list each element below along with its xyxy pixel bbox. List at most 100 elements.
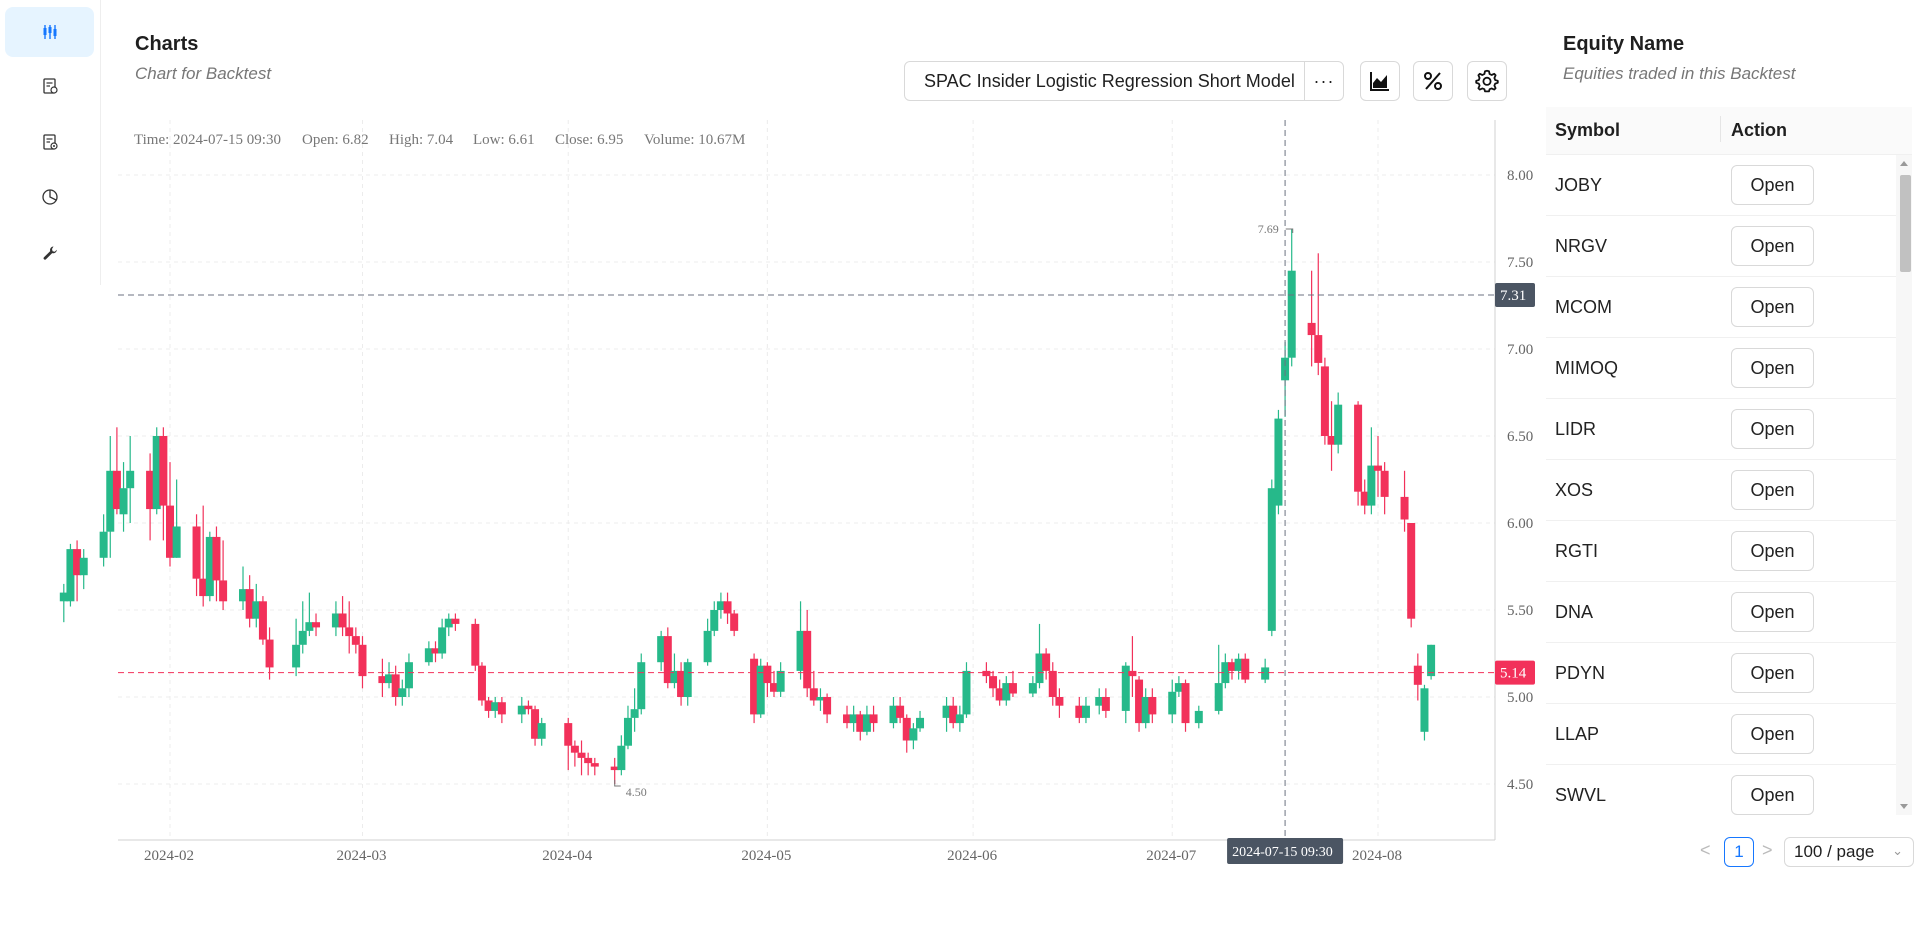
candle <box>1141 688 1150 729</box>
candle <box>1420 684 1429 741</box>
candle <box>205 531 214 602</box>
candle <box>517 697 526 724</box>
candle <box>192 514 201 597</box>
candle-body <box>955 714 964 724</box>
candle <box>106 436 115 558</box>
pagination-prev-button[interactable]: < <box>1700 840 1711 860</box>
area-chart-button[interactable] <box>1360 61 1400 101</box>
candle-body <box>159 436 168 506</box>
candle-body <box>252 601 261 619</box>
sidebar-item-report[interactable] <box>5 61 94 111</box>
candle-body <box>298 630 307 645</box>
candle-body <box>1261 667 1270 680</box>
candle <box>378 658 387 697</box>
candle <box>1360 479 1369 515</box>
pagination-next-button[interactable]: > <box>1762 840 1773 860</box>
percent-icon <box>1424 72 1442 90</box>
candle-body <box>404 662 413 689</box>
candle <box>424 641 433 666</box>
open-button[interactable]: Open <box>1731 470 1814 510</box>
percent-button[interactable] <box>1413 61 1453 101</box>
candle <box>909 723 918 750</box>
candle-body <box>756 665 765 715</box>
ohlc-time: Time: 2024-07-15 09:30 <box>134 132 281 148</box>
open-button[interactable]: Open <box>1731 775 1814 815</box>
crosshair-price-badge <box>1495 283 1535 308</box>
candle <box>1194 705 1203 729</box>
scrollbar-thumb[interactable] <box>1900 175 1911 272</box>
candle-body <box>431 648 440 654</box>
candle-body <box>1008 683 1017 694</box>
candle <box>809 670 818 706</box>
candle-body <box>166 505 174 558</box>
open-button[interactable]: Open <box>1731 714 1814 754</box>
open-button[interactable]: Open <box>1731 531 1814 571</box>
candle-body <box>683 662 692 697</box>
candle <box>723 592 732 624</box>
open-button[interactable]: Open <box>1731 165 1814 205</box>
candle-body <box>398 688 407 697</box>
candlestick-chart[interactable]: 4.50 5.00 5.50 6.00 6.50 7.00 7.50 8.00 2024-02 2… <box>0 0 1540 880</box>
candle <box>119 462 128 532</box>
max-price-label: 7.69 <box>1258 222 1279 236</box>
scroll-down-arrow-icon[interactable] <box>1900 804 1908 809</box>
candle-body <box>424 648 433 663</box>
candle-body <box>79 557 88 576</box>
candle <box>849 705 858 732</box>
more-options-button[interactable]: ··· <box>1304 62 1343 100</box>
open-button[interactable]: Open <box>1731 409 1814 449</box>
pagination-page-1[interactable]: 1 <box>1724 837 1754 867</box>
candle-body <box>1214 683 1223 711</box>
open-button[interactable]: Open <box>1731 348 1814 388</box>
crosshair-time-label: 2024-07-15 09:30 <box>1232 845 1333 860</box>
open-button[interactable]: Open <box>1731 653 1814 693</box>
model-select[interactable]: SPAC Insider Logistic Regression Short M… <box>904 61 1344 101</box>
candle-body <box>358 644 367 677</box>
candle <box>1427 644 1436 680</box>
table-row: NRGV Open <box>1546 216 1896 277</box>
candle <box>570 740 579 767</box>
candle-body <box>205 536 214 597</box>
table-row: XOS Open <box>1546 460 1896 521</box>
candle <box>1135 676 1144 732</box>
candle-body <box>1141 697 1150 724</box>
chart-settings-button[interactable] <box>1467 61 1507 101</box>
sidebar-item-charts[interactable] <box>5 7 94 57</box>
candle-body <box>477 665 486 701</box>
candle-body <box>1314 335 1323 363</box>
candle-body <box>484 700 493 711</box>
candle-body <box>989 676 998 689</box>
candle-body <box>305 622 314 631</box>
candle <box>1055 688 1064 718</box>
open-button[interactable]: Open <box>1731 287 1814 327</box>
candle-body <box>199 578 208 597</box>
candle <box>816 688 825 711</box>
candle <box>630 688 639 732</box>
candle-body <box>610 766 619 771</box>
y-tick-label: 8.00 <box>1507 168 1533 184</box>
table-scrollbar[interactable] <box>1896 155 1912 815</box>
candle <box>345 601 354 654</box>
page-size-select[interactable]: 100 / page ⌄ <box>1784 837 1914 867</box>
candle-body <box>312 622 321 628</box>
page-size-label: 100 / page <box>1794 842 1875 861</box>
scroll-up-arrow-icon[interactable] <box>1900 161 1908 166</box>
open-button[interactable]: Open <box>1731 592 1814 632</box>
candle-body <box>1354 404 1363 492</box>
sidebar-item-analytics[interactable] <box>5 172 94 222</box>
candle <box>989 670 998 697</box>
candle-body <box>1400 496 1409 520</box>
open-button[interactable]: Open <box>1731 226 1814 266</box>
candle-body <box>623 717 632 746</box>
candle <box>391 665 400 706</box>
candle <box>1234 653 1243 680</box>
candle <box>1181 679 1190 732</box>
candle <box>1095 688 1104 715</box>
symbol-cell: LLAP <box>1555 723 1600 744</box>
sidebar-item-report-settings[interactable] <box>5 117 94 167</box>
candle-body <box>106 470 115 532</box>
page-subtitle: Chart for Backtest <box>135 64 272 83</box>
candle-body <box>517 705 526 715</box>
sidebar-item-tools[interactable] <box>5 228 94 278</box>
candle <box>451 613 460 631</box>
